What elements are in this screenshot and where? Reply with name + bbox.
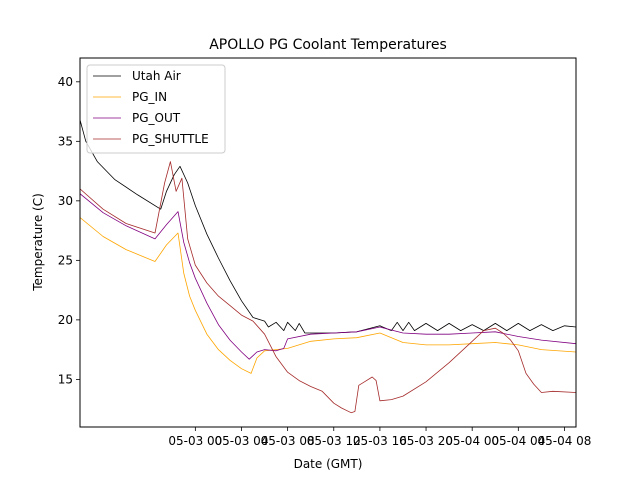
legend-label: PG_SHUTTLE — [132, 132, 209, 146]
chart-title: APOLLO PG Coolant Temperatures — [209, 37, 447, 53]
legend-frame — [86, 64, 226, 154]
y-tick-label: 30 — [58, 194, 73, 208]
x-tick-label: 05-03 08 — [261, 434, 315, 448]
y-axis-label: Temperature (C) — [31, 193, 45, 292]
series-line-utah-air — [80, 119, 576, 334]
x-tick-label: 05-04 00 — [445, 434, 499, 448]
legend-label: PG_OUT — [132, 111, 181, 125]
y-tick-label: 35 — [58, 134, 73, 148]
y-tick-label: 40 — [58, 75, 73, 89]
x-tick-label: 05-03 00 — [168, 434, 222, 448]
legend-label: PG_IN — [132, 90, 167, 104]
series-layer — [80, 119, 576, 414]
y-tick-label: 15 — [58, 372, 73, 386]
x-tick-label: 05-03 12 — [307, 434, 361, 448]
legend-label: Utah Air — [132, 69, 181, 83]
plot-frame — [79, 57, 577, 428]
x-tick-label: 05-03 16 — [353, 434, 407, 448]
legend: Utah Air PG_IN PG_OUT PG_SHUTTLE — [86, 64, 226, 154]
x-axis-label: Date (GMT) — [294, 457, 363, 471]
plot-area — [79, 57, 577, 428]
series-line-pg-shuttle — [80, 161, 576, 414]
y-tick-label: 20 — [58, 313, 73, 327]
series-line-pg-out — [80, 193, 576, 360]
x-tick-label: 05-04 04 — [491, 434, 545, 448]
series-line-pg-in — [80, 217, 576, 374]
x-tick-label: 05-03 04 — [215, 434, 269, 448]
y-axis: 15 20 25 30 35 40 — [58, 75, 80, 386]
x-tick-label: 05-03 20 — [399, 434, 453, 448]
x-tick-label: 05-04 08 — [537, 434, 591, 448]
y-tick-label: 25 — [58, 253, 73, 267]
